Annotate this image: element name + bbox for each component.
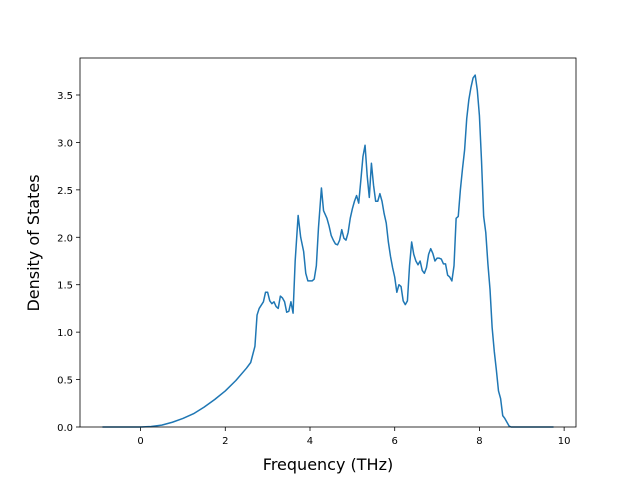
x-tick-label: 4: [307, 436, 313, 447]
data-line: [102, 74, 554, 428]
y-tick-label: 0.0: [57, 423, 73, 434]
y-axis-label: Density of States: [24, 174, 43, 311]
y-tick-label: 2.5: [57, 186, 73, 197]
y-tick-label: 1.5: [57, 281, 73, 292]
plot-frame: [79, 57, 577, 428]
x-axis-label: Frequency (THz): [263, 455, 393, 474]
y-tick-label: 3.5: [57, 91, 73, 102]
x-tick-label: 6: [392, 436, 398, 447]
y-tick-label: 3.0: [57, 138, 73, 149]
x-tick-label: 10: [558, 436, 571, 447]
x-tick-label: 8: [476, 436, 482, 447]
x-tick-label: 0: [137, 436, 143, 447]
x-tick-label: 2: [222, 436, 228, 447]
y-tick-label: 2.0: [57, 233, 73, 244]
y-tick-label: 0.5: [57, 376, 73, 387]
y-tick-label: 1.0: [57, 328, 73, 339]
